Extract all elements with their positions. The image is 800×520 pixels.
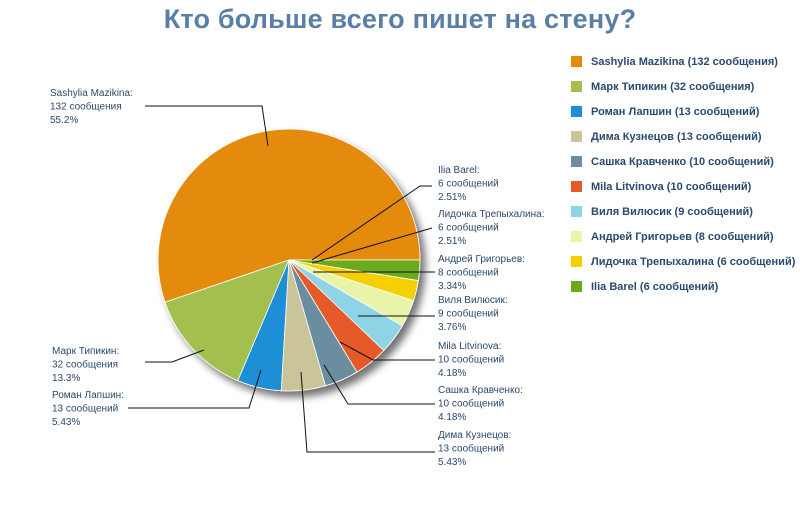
slice-label-name: Виля Вилюсик: xyxy=(438,295,508,306)
slice-label-9: Лидочка Трепыхалина: 6 сообщений 2.51% xyxy=(438,209,544,247)
legend-swatch xyxy=(571,256,582,267)
slice-label-name: Mila Litvinova: xyxy=(438,341,501,352)
chart-title: Кто больше всего пишет на стену? xyxy=(163,4,637,34)
slice-label-percent: 4.18% xyxy=(438,412,466,423)
leader-line-1 xyxy=(145,105,269,147)
leader-line-3 xyxy=(128,369,262,409)
legend-swatch xyxy=(571,81,582,92)
slice-label-count: 10 сообщений xyxy=(438,354,504,366)
slice-label-percent: 3.34% xyxy=(438,281,466,292)
slice-label-7: Виля Вилюсик: 9 сообщений 3.76% xyxy=(438,295,508,333)
legend-label: Sashylia Mazikina (132 сообщения) xyxy=(591,56,778,68)
slice-label-percent: 2.51% xyxy=(438,236,466,247)
slice-label-8: Андрей Григорьев: 8 сообщений 3.34% xyxy=(438,254,525,292)
legend-swatch xyxy=(571,281,582,292)
legend-swatch xyxy=(571,181,582,192)
slice-label-count: 6 сообщений xyxy=(438,222,499,234)
legend-label: Виля Вилюсик (9 сообщений) xyxy=(591,206,753,218)
slice-label-count: 13 сообщений xyxy=(438,443,504,455)
leader-line-10 xyxy=(311,185,432,261)
slice-label-name: Ilia Barel: xyxy=(438,165,480,176)
slice-label-2: Марк Типикин: 32 сообщения 13.3% xyxy=(52,346,119,384)
slice-label-name: Sashylia Mazikina: xyxy=(50,88,133,99)
slice-label-percent: 2.51% xyxy=(438,192,466,203)
slice-label-count: 13 сообщений xyxy=(52,403,118,415)
leader-line-2 xyxy=(145,349,205,363)
slice-label-percent: 5.43% xyxy=(52,417,80,428)
legend-label: Андрей Григорьев (8 сообщений) xyxy=(591,231,774,243)
slice-label-percent: 13.3% xyxy=(52,373,80,384)
slice-label-count: 10 сообщений xyxy=(438,398,504,410)
legend-swatch xyxy=(571,131,582,142)
pie-slices xyxy=(157,128,421,392)
pie-slice-1[interactable] xyxy=(157,128,421,303)
slice-labels: Sashylia Mazikina: 132 сообщения 55.2% Марк… xyxy=(50,88,544,468)
legend-label: Ilia Barel (6 сообщений) xyxy=(591,281,719,293)
legend-label: Дима Кузнецов (13 сообщений) xyxy=(591,131,762,143)
slice-label-percent: 55.2% xyxy=(50,115,78,126)
legend-swatch xyxy=(571,206,582,217)
slice-label-name: Дима Кузнецов: xyxy=(438,430,511,441)
slice-label-count: 9 сообщений xyxy=(438,308,499,320)
legend-swatch xyxy=(571,156,582,167)
slice-label-count: 32 сообщения xyxy=(52,359,118,371)
slice-label-count: 8 сообщений xyxy=(438,267,499,279)
legend-label: Марк Типикин (32 сообщения) xyxy=(591,81,755,93)
pie-slice-2[interactable] xyxy=(164,259,290,382)
legend-swatch xyxy=(571,231,582,242)
slice-label-name: Лидочка Трепыхалина: xyxy=(438,209,544,220)
slice-label-percent: 5.43% xyxy=(438,457,466,468)
legend-label: Роман Лапшин (13 сообщений) xyxy=(591,106,760,118)
leader-line-6 xyxy=(339,341,435,361)
leader-line-5 xyxy=(323,364,435,405)
slice-label-name: Роман Лапшин: xyxy=(52,390,124,401)
slice-label-percent: 3.76% xyxy=(438,322,466,333)
slice-label-name: Сашка Кравченко: xyxy=(438,385,523,396)
leader-line-9 xyxy=(311,227,433,264)
slice-label-count: 132 сообщения xyxy=(50,101,122,113)
pie-slice-10[interactable] xyxy=(288,259,421,282)
slice-label-name: Марк Типикин: xyxy=(52,346,119,357)
slice-label-3: Роман Лапшин: 13 сообщений 5.43% xyxy=(52,390,124,428)
slice-label-4: Дима Кузнецов: 13 сообщений 5.43% xyxy=(438,430,511,468)
legend-swatch xyxy=(571,56,582,67)
legend-label: Лидочка Трепыхалина (6 сообщений) xyxy=(591,256,796,268)
slice-label-6: Mila Litvinova: 10 сообщений 4.18% xyxy=(438,341,504,379)
leader-lines xyxy=(128,105,435,453)
slice-label-10: Ilia Barel: 6 сообщений 2.51% xyxy=(438,165,499,203)
legend-label: Сашка Кравченко (10 сообщений) xyxy=(591,156,774,168)
slice-label-5: Сашка Кравченко: 10 сообщений 4.18% xyxy=(438,385,523,423)
legend-label: Mila Litvinova (10 сообщений) xyxy=(591,181,752,193)
slice-label-count: 6 сообщений xyxy=(438,178,499,190)
slice-label-name: Андрей Григорьев: xyxy=(438,254,525,265)
legend-swatch xyxy=(571,106,582,117)
slice-label-1: Sashylia Mazikina: 132 сообщения 55.2% xyxy=(50,88,133,126)
leader-line-4 xyxy=(300,371,435,453)
slice-label-percent: 4.18% xyxy=(438,368,466,379)
